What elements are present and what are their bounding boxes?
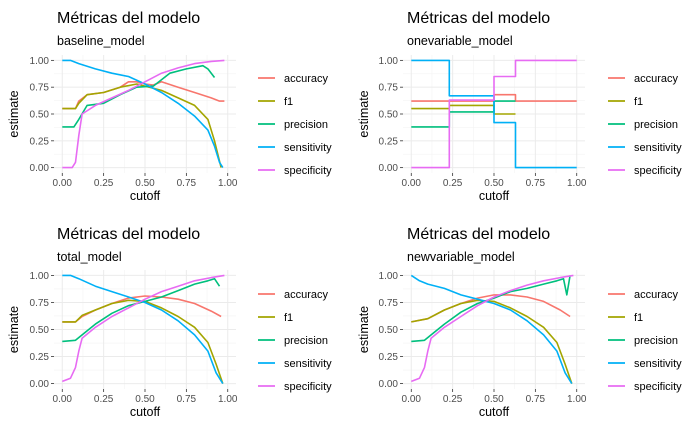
chart-subtitle: newvariable_model xyxy=(407,250,515,264)
legend-label: f1 xyxy=(634,96,643,108)
series-line-sensitivity xyxy=(410,274,573,385)
x-tick-label: 0.25 xyxy=(443,394,463,405)
x-tick-label: 0.00 xyxy=(402,394,422,405)
legend-label: precision xyxy=(634,335,678,347)
x-tick-label: 0.50 xyxy=(484,394,504,405)
legend-label: f1 xyxy=(284,312,293,324)
chart-title: Métricas del modelo xyxy=(57,226,200,243)
x-tick-label: 1.00 xyxy=(218,178,238,189)
x-tick-label: 0.25 xyxy=(443,178,463,189)
series-line-precision xyxy=(62,277,221,343)
series-line-f1 xyxy=(411,299,573,384)
y-tick-label: 0.25 xyxy=(379,352,399,363)
series-line-precision xyxy=(411,100,516,128)
y-tick-label: 0.75 xyxy=(30,83,50,94)
x-tick-label: 0.50 xyxy=(135,394,155,405)
chart-panel-1: Métricas del modelo baseline_model 0.00 0.2… xyxy=(7,10,332,203)
y-tick-label: 1.00 xyxy=(30,271,50,282)
y-tick-label: 0.00 xyxy=(379,379,399,390)
legend-label: precision xyxy=(284,335,328,347)
series-line-precision xyxy=(411,275,571,343)
x-tick-label: 0.75 xyxy=(177,394,197,405)
series-line-f1 xyxy=(411,104,516,115)
y-tick-label: 0.00 xyxy=(30,379,50,390)
y-tick-label: 0.50 xyxy=(30,110,50,121)
series-line-specificity xyxy=(411,59,577,169)
x-tick-label: 0.00 xyxy=(53,394,73,405)
x-tick-label: 0.75 xyxy=(526,394,546,405)
y-tick-label: 0.50 xyxy=(379,325,399,336)
legend-label: specificity xyxy=(634,165,682,177)
x-tick-label: 0.25 xyxy=(94,178,114,189)
y-tick-label: 1.00 xyxy=(379,271,399,282)
chart-panel-3: Métricas del modelo total_model 0.00 0.25 0.… xyxy=(7,226,332,419)
y-axis-label: estimate xyxy=(357,90,371,137)
y-tick-label: 0.00 xyxy=(379,163,399,174)
y-tick-label: 0.25 xyxy=(30,352,50,363)
y-tick-label: 0.75 xyxy=(379,298,399,309)
series-line-f1 xyxy=(62,299,224,384)
legend-label: accuracy xyxy=(634,289,679,301)
x-tick-label: 0.25 xyxy=(94,394,114,405)
chart-title: Métricas del modelo xyxy=(407,10,550,27)
series-line-specificity xyxy=(62,59,225,169)
x-axis-label: cutoff xyxy=(479,189,510,203)
x-axis-label: cutoff xyxy=(479,405,510,419)
y-tick-label: 1.00 xyxy=(30,56,50,67)
legend-label: f1 xyxy=(634,312,643,324)
x-tick-label: 0.50 xyxy=(484,178,504,189)
y-tick-label: 0.00 xyxy=(30,163,50,174)
y-tick-label: 0.50 xyxy=(379,110,399,121)
series-line-sensitivity xyxy=(62,59,224,169)
series-line-specificity xyxy=(411,274,574,383)
series-line-precision xyxy=(62,64,216,128)
x-tick-label: 0.75 xyxy=(526,178,546,189)
legend-label: precision xyxy=(284,119,328,131)
series-line-f1 xyxy=(62,83,222,168)
chart-title: Métricas del modelo xyxy=(57,10,200,27)
chart-title: Métricas del modelo xyxy=(407,226,550,243)
y-tick-label: 0.50 xyxy=(30,325,50,336)
x-axis-label: cutoff xyxy=(130,405,161,419)
x-tick-label: 1.00 xyxy=(567,394,587,405)
x-axis-label: cutoff xyxy=(130,189,161,203)
legend-label: specificity xyxy=(284,165,332,177)
legend-label: precision xyxy=(634,119,678,131)
legend-label: f1 xyxy=(284,96,293,108)
chart-panel-4: Métricas del modelo newvariable_model 0.00… xyxy=(357,226,682,419)
legend-label: specificity xyxy=(284,381,332,393)
y-axis-label: estimate xyxy=(357,306,371,353)
y-tick-label: 0.25 xyxy=(379,136,399,147)
legend-label: sensitivity xyxy=(284,358,332,370)
chart-subtitle: baseline_model xyxy=(57,34,145,48)
series-line-sensitivity xyxy=(62,274,224,385)
legend-label: sensitivity xyxy=(284,142,332,154)
y-axis-label: estimate xyxy=(7,306,21,353)
chart-panel-2: Métricas del modelo onevariable_model 0.00… xyxy=(357,10,682,203)
legend-label: specificity xyxy=(634,381,682,393)
legend-label: accuracy xyxy=(634,73,679,85)
series-line-sensitivity xyxy=(411,59,577,169)
series-line-specificity xyxy=(62,274,225,383)
y-tick-label: 0.75 xyxy=(30,298,50,309)
legend-label: accuracy xyxy=(284,289,329,301)
x-tick-label: 1.00 xyxy=(567,178,587,189)
legend-label: accuracy xyxy=(284,73,329,85)
y-axis-label: estimate xyxy=(7,90,21,137)
y-tick-label: 1.00 xyxy=(379,56,399,67)
y-tick-label: 0.75 xyxy=(379,83,399,94)
x-tick-label: 0.75 xyxy=(177,178,197,189)
series-line-accuracy xyxy=(62,295,222,323)
x-tick-label: 0.00 xyxy=(402,178,422,189)
legend-label: sensitivity xyxy=(634,142,682,154)
x-tick-label: 0.50 xyxy=(135,178,155,189)
chart-subtitle: total_model xyxy=(57,250,122,264)
chart-subtitle: onevariable_model xyxy=(407,34,513,48)
x-tick-label: 0.00 xyxy=(53,178,73,189)
y-tick-label: 0.25 xyxy=(30,136,50,147)
legend-label: sensitivity xyxy=(634,358,682,370)
x-tick-label: 1.00 xyxy=(218,394,238,405)
